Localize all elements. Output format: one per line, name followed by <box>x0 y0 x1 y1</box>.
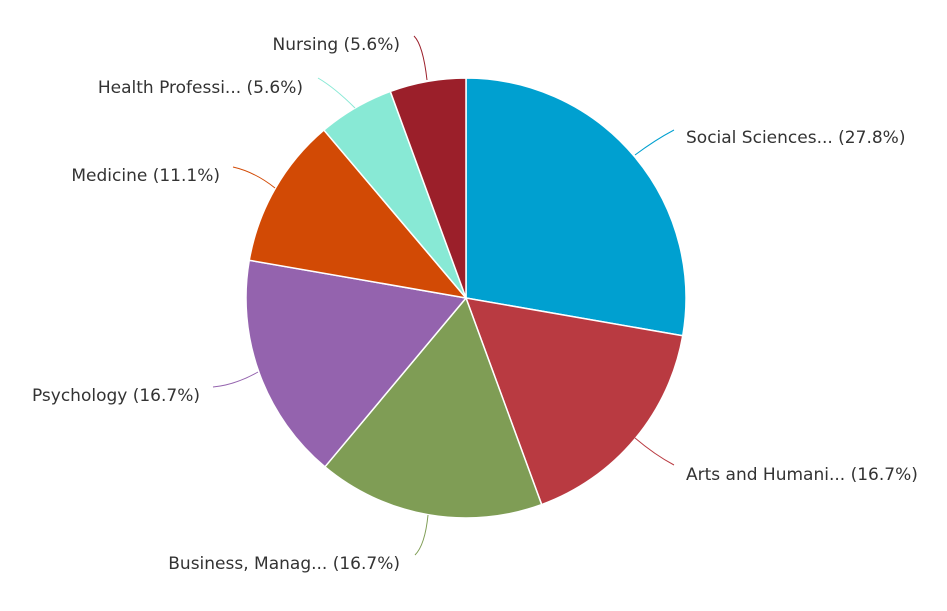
slice-label: Health Professi... (5.6%) <box>98 78 303 98</box>
slice-label: Business, Manag... (16.7%) <box>168 554 400 574</box>
slice-label: Psychology (16.7%) <box>32 386 200 406</box>
label-connector <box>414 514 429 556</box>
pie-slice[interactable] <box>464 297 684 506</box>
slice-label: Medicine (11.1%) <box>71 166 220 186</box>
slice-label: Nursing (5.6%) <box>273 35 400 55</box>
label-connector <box>317 77 356 109</box>
pie-slice[interactable] <box>245 259 468 468</box>
label-connectors <box>212 35 675 556</box>
slice-label: Social Sciences... (27.8%) <box>686 128 905 148</box>
label-connector <box>634 437 675 466</box>
pie-slices <box>245 77 687 519</box>
label-connector <box>413 35 428 81</box>
slice-label: Arts and Humani... (16.7%) <box>686 465 918 485</box>
slice-labels: Social Sciences... (27.8%) Arts and Huma… <box>32 35 918 574</box>
pie-slice[interactable] <box>323 296 543 519</box>
label-connector <box>212 371 259 388</box>
pie-slice[interactable] <box>465 77 687 337</box>
pie-slice[interactable] <box>389 77 467 299</box>
label-connector <box>634 129 675 156</box>
label-connector <box>232 166 276 189</box>
pie-slice[interactable] <box>248 129 468 300</box>
